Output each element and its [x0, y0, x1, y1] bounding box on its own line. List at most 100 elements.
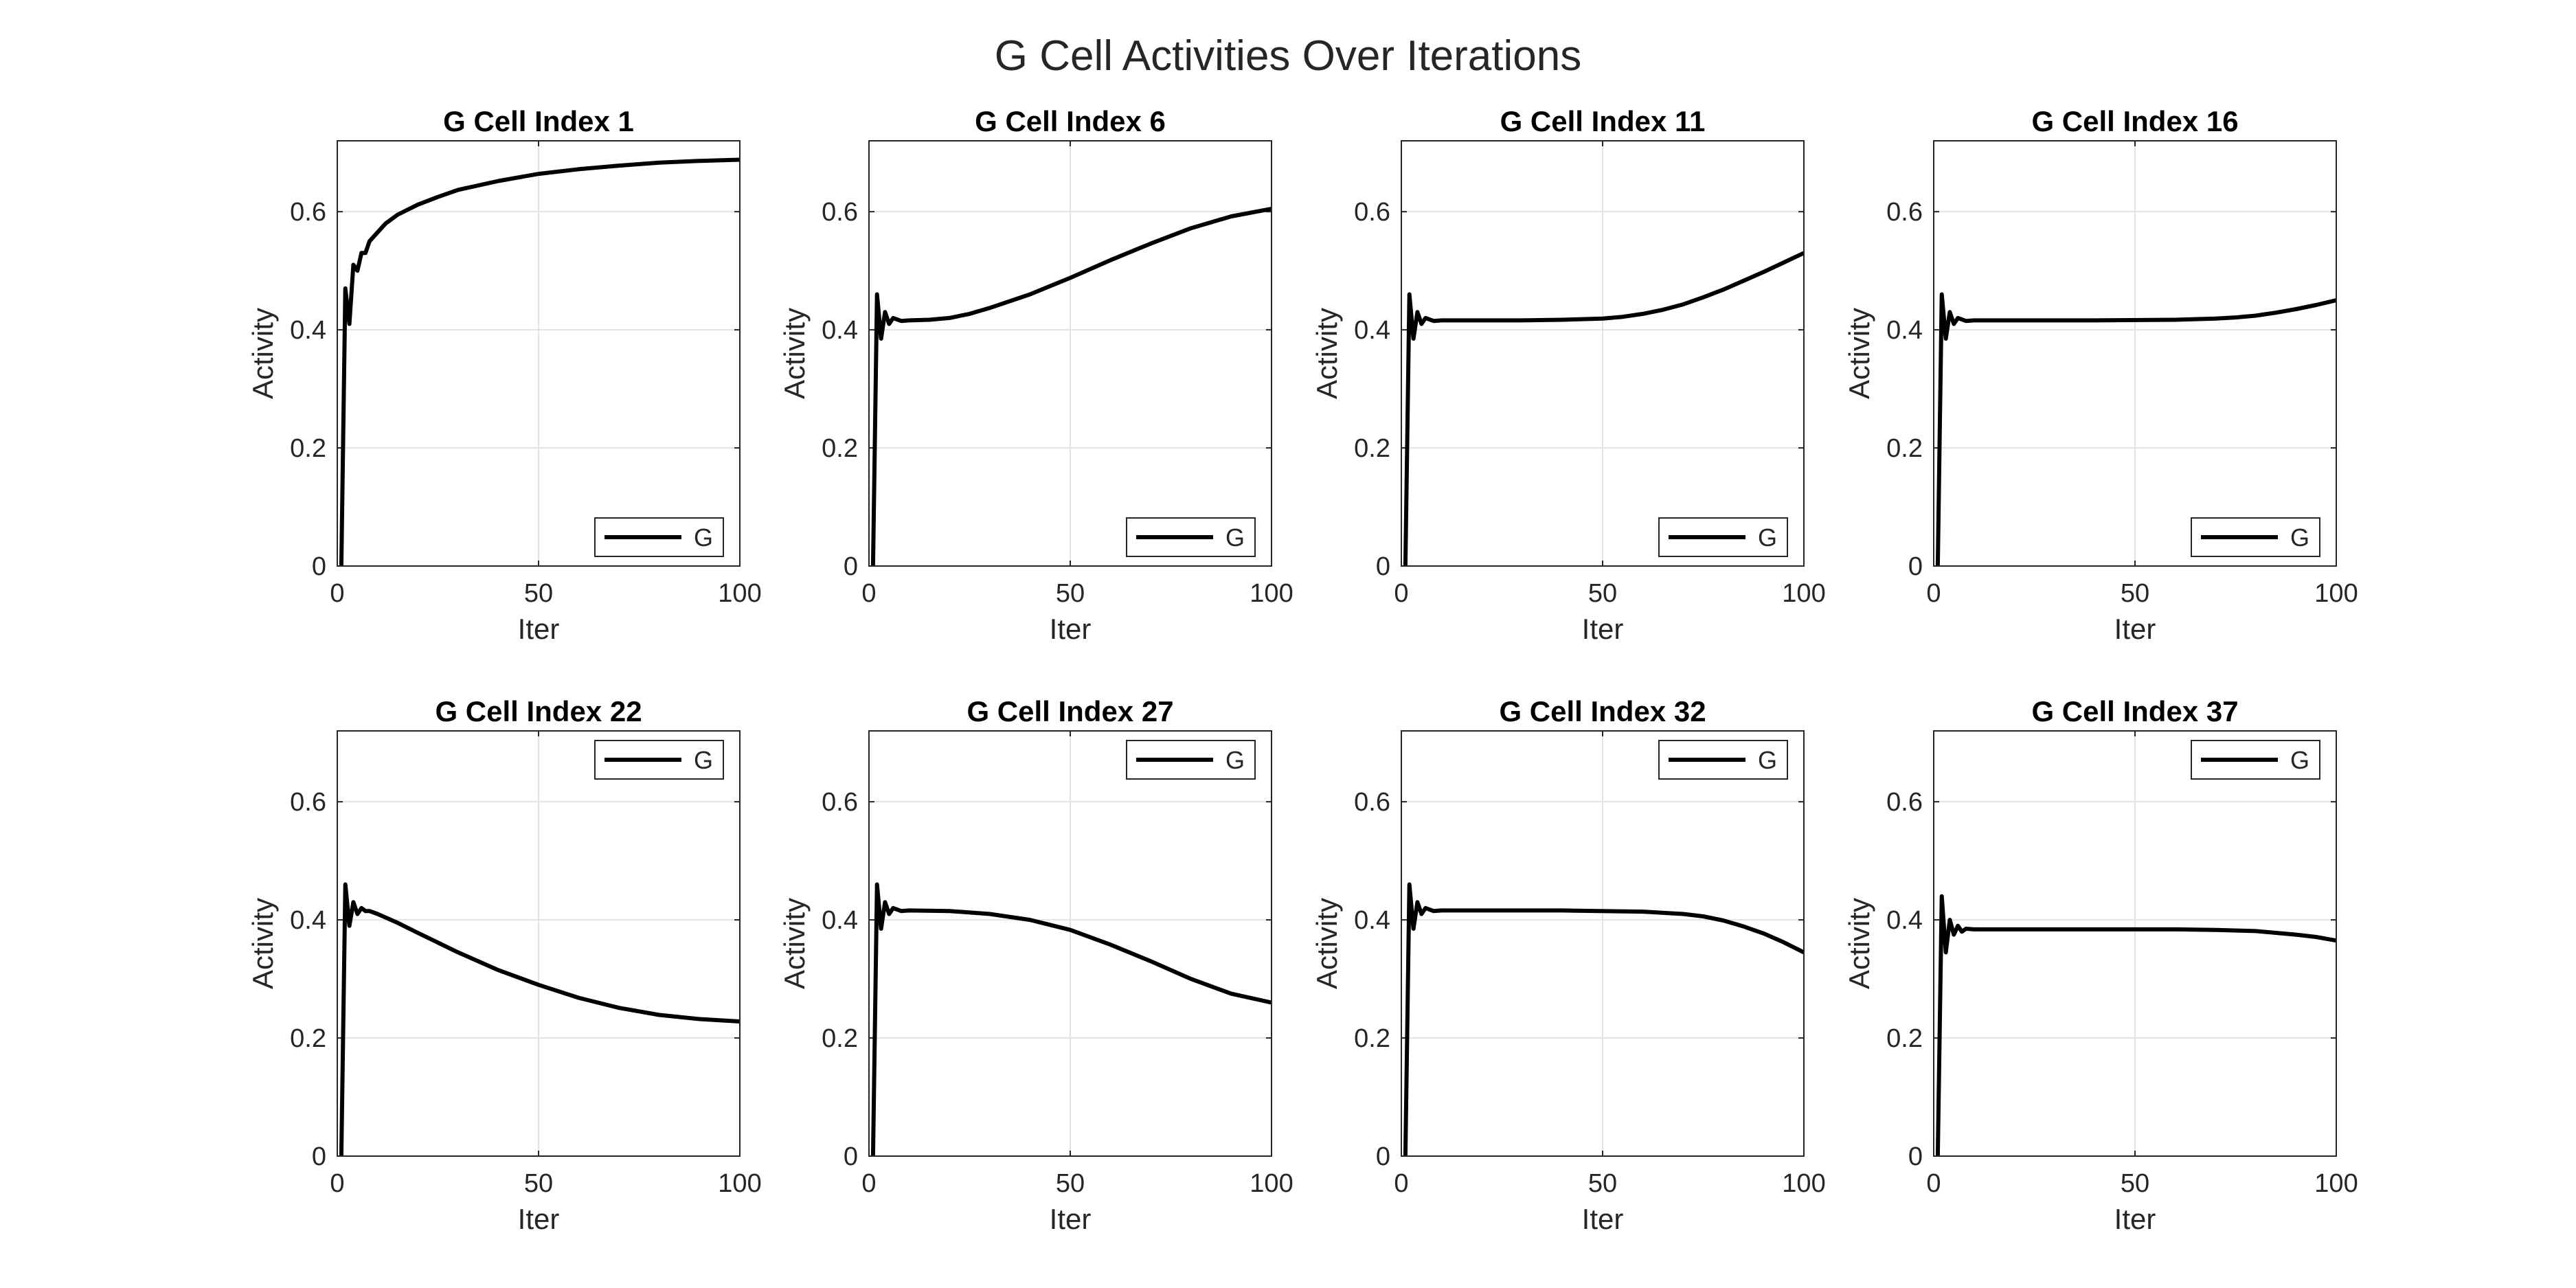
subplot-1: 0 50 100 0 0.2 0.4 0.6 G Cell Index 1 Iter Activi…: [247, 105, 762, 645]
x-axis-label: Iter: [2114, 613, 2156, 645]
x-tick-label: 50: [2121, 1169, 2149, 1198]
x-tick-label: 50: [1056, 579, 1085, 608]
y-tick-label: 0: [1376, 1142, 1390, 1171]
y-tick-label: 0: [312, 552, 326, 581]
x-tick-label: 100: [1250, 579, 1293, 608]
y-tick-label: 0.6: [1886, 788, 1923, 817]
subplot-8: 0 50 100 0 0.2 0.4 0.6 G Cell Index 37 Iter Activ…: [1843, 695, 2358, 1235]
legend: G: [594, 740, 724, 780]
y-tick-label: 0.4: [290, 906, 326, 935]
series-line-g: [870, 206, 1272, 567]
x-tick-label: 50: [2121, 579, 2149, 608]
legend-label: G: [1758, 746, 1777, 774]
subplot-title: G Cell Index 37: [2031, 695, 2238, 727]
legend-label: G: [2290, 746, 2309, 774]
x-tick-label: 100: [1782, 1169, 1825, 1198]
y-tick-label: 0.6: [290, 788, 326, 817]
axes-box: [1933, 730, 2337, 1157]
x-tick-label: 100: [2314, 1169, 2358, 1198]
subplot-2: 0 50 100 0 0.2 0.4 0.6 G Cell Index 6 Iter Activi…: [778, 105, 1293, 645]
x-tick-label: 0: [1394, 579, 1408, 608]
y-tick-label: 0.4: [1354, 316, 1390, 345]
y-tick-label: 0.2: [822, 434, 858, 463]
x-tick-label: 50: [1588, 579, 1617, 608]
y-axis-label: Activity: [247, 898, 279, 989]
subplot-7: 0 50 100 0 0.2 0.4 0.6 G Cell Index 32 Iter Activ…: [1311, 695, 1826, 1235]
x-tick-label: 50: [524, 579, 553, 608]
axes-box: [337, 730, 741, 1157]
subplot-title: G Cell Index 27: [967, 695, 1173, 727]
y-tick-label: 0.6: [1886, 198, 1923, 227]
series-line-g: [339, 882, 741, 1157]
subplot-title: G Cell Index 16: [2031, 105, 2238, 137]
x-axis-label: Iter: [1582, 1203, 1624, 1235]
series-line-g: [870, 882, 1272, 1157]
y-tick-label: 0.2: [290, 434, 326, 463]
y-axis-label: Activity: [1311, 308, 1343, 399]
y-axis-label: Activity: [778, 898, 811, 989]
figure-title: G Cell Activities Over Iterations: [995, 32, 1582, 80]
legend: G: [1126, 517, 1256, 557]
axes-box: [868, 140, 1272, 567]
legend-label: G: [1758, 523, 1777, 552]
series-line-g: [1935, 894, 2337, 1157]
y-axis-label: Activity: [247, 308, 279, 399]
x-axis-label: Iter: [2114, 1203, 2156, 1235]
axes-box: [868, 730, 1272, 1157]
y-tick-label: 0.6: [822, 788, 858, 817]
y-axis-label: Activity: [1843, 898, 1875, 989]
y-axis-label: Activity: [1843, 308, 1875, 399]
legend-label: G: [694, 746, 713, 774]
y-tick-label: 0.6: [290, 198, 326, 227]
x-tick-label: 0: [1394, 1169, 1408, 1198]
x-tick-label: 50: [1588, 1169, 1617, 1198]
x-tick-label: 0: [330, 579, 344, 608]
subplot-5: 0 50 100 0 0.2 0.4 0.6 G Cell Index 22 Iter Activ…: [247, 695, 762, 1235]
y-tick-label: 0.2: [1886, 434, 1923, 463]
y-tick-label: 0.2: [1886, 1024, 1923, 1053]
legend: G: [2191, 517, 2320, 557]
x-axis-label: Iter: [1050, 1203, 1092, 1235]
x-axis-label: Iter: [518, 1203, 560, 1235]
x-tick-label: 0: [330, 1169, 344, 1198]
subplot-title: G Cell Index 11: [1500, 105, 1706, 137]
x-tick-label: 100: [718, 1169, 761, 1198]
x-tick-label: 0: [861, 1169, 876, 1198]
y-tick-label: 0.2: [1354, 1024, 1390, 1053]
legend-label: G: [694, 523, 713, 552]
x-tick-label: 0: [1926, 579, 1941, 608]
y-tick-label: 0.4: [290, 316, 326, 345]
y-tick-label: 0.2: [290, 1024, 326, 1053]
x-tick-label: 50: [1056, 1169, 1085, 1198]
legend: G: [594, 517, 724, 557]
y-tick-label: 0.4: [822, 316, 858, 345]
x-axis-label: Iter: [1050, 613, 1092, 645]
y-tick-label: 0: [844, 552, 858, 581]
subplot-title: G Cell Index 32: [1499, 695, 1706, 727]
legend-label: G: [1225, 523, 1245, 552]
subplot-title: G Cell Index 6: [975, 105, 1166, 137]
legend: G: [2191, 740, 2320, 780]
x-tick-label: 50: [524, 1169, 553, 1198]
subplot-4: 0 50 100 0 0.2 0.4 0.6 G Cell Index 16 Iter Activ…: [1843, 105, 2358, 645]
x-axis-label: Iter: [518, 613, 560, 645]
y-tick-label: 0.2: [822, 1024, 858, 1053]
y-tick-label: 0.4: [1886, 316, 1923, 345]
legend: G: [1658, 740, 1788, 780]
y-tick-label: 0: [1908, 1142, 1923, 1171]
legend-label: G: [1225, 746, 1245, 774]
y-tick-label: 0.4: [1886, 906, 1923, 935]
y-tick-label: 0: [844, 1142, 858, 1171]
y-tick-label: 0: [312, 1142, 326, 1171]
series-line-g: [1403, 882, 1805, 1157]
subplot-title: G Cell Index 22: [435, 695, 642, 727]
y-tick-label: 0.4: [822, 906, 858, 935]
series-line-g: [339, 157, 741, 567]
y-tick-label: 0.6: [1354, 788, 1390, 817]
y-tick-label: 0.4: [1354, 906, 1390, 935]
axes-box: [1933, 140, 2337, 567]
subplot-title: G Cell Index 1: [443, 105, 634, 137]
subplot-3: 0 50 100 0 0.2 0.4 0.6 G Cell Index 11 Iter Activ…: [1311, 105, 1826, 645]
x-tick-label: 0: [1926, 1169, 1941, 1198]
